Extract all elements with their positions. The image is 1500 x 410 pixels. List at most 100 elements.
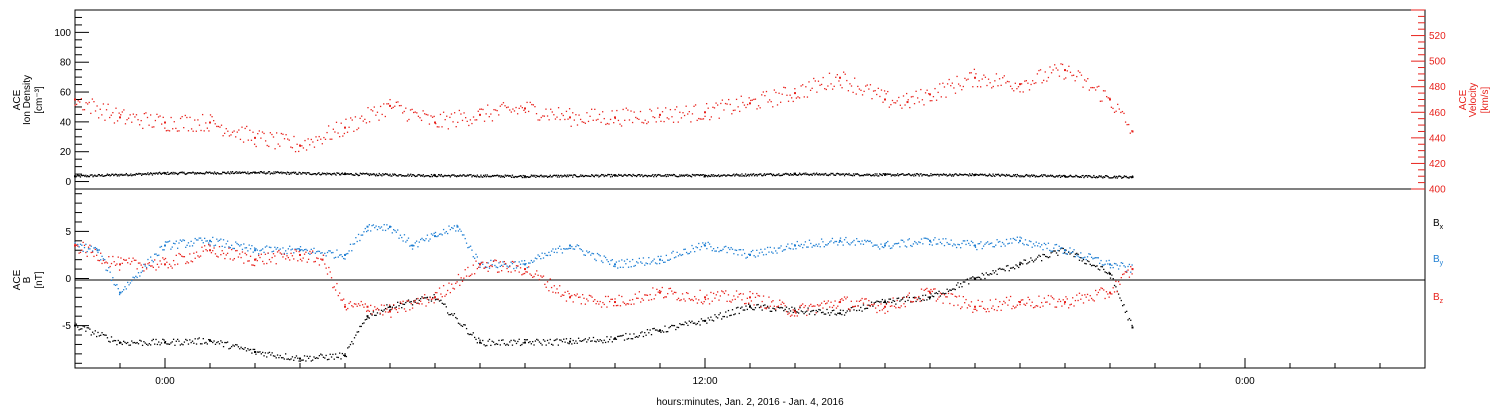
by-sample [231, 244, 233, 246]
bx-sample [453, 313, 456, 315]
bz-sample [312, 250, 314, 252]
velocity-sample [109, 116, 111, 119]
bz-sample [197, 255, 199, 257]
bx-sample [361, 322, 364, 325]
bx-sample [999, 267, 1001, 270]
velocity-sample [726, 103, 728, 105]
bx-sample [619, 335, 622, 337]
bz-sample [1092, 299, 1094, 301]
bz-sample [181, 255, 183, 257]
bz-sample [486, 262, 488, 264]
density-sample [510, 176, 513, 179]
by-sample [287, 248, 289, 250]
bx-sample [267, 352, 269, 354]
density-sample [1095, 177, 1097, 179]
bz-sample [183, 256, 186, 258]
density-sample [419, 174, 421, 176]
bx-sample [343, 354, 345, 356]
bz-sample [448, 282, 450, 284]
velocity-sample [863, 90, 865, 93]
by-sample [668, 259, 670, 261]
density-sample [379, 174, 381, 176]
velocity-sample [603, 117, 605, 120]
density-sample [578, 175, 580, 178]
bz-sample [98, 259, 100, 262]
density-sample [699, 174, 702, 176]
bz-sample [1059, 300, 1062, 303]
density-sample [736, 174, 739, 176]
by-sample [584, 254, 586, 256]
bx-sample [879, 301, 881, 303]
bz-sample [657, 291, 659, 293]
bx-sample [949, 289, 951, 291]
velocity-sample [614, 117, 616, 120]
by-sample [1073, 249, 1075, 251]
density-sample [982, 174, 984, 176]
by-sample [830, 240, 832, 242]
bz-sample [262, 260, 264, 263]
bz-sample [563, 294, 565, 296]
density-sample [718, 175, 721, 178]
by-sample [1089, 253, 1091, 255]
density-sample [699, 174, 701, 177]
bx-sample [919, 298, 921, 300]
bz-sample [950, 293, 952, 295]
bx-sample [718, 314, 720, 316]
by-sample [487, 262, 489, 264]
bz-sample [951, 293, 954, 295]
bz-sample [876, 311, 878, 314]
density-sample [990, 175, 992, 177]
bx-sample [290, 358, 292, 360]
bz-sample [1078, 292, 1081, 294]
velocity-sample [1131, 130, 1133, 132]
density-sample [615, 174, 617, 176]
bz-sample [1015, 306, 1017, 308]
by-sample [302, 250, 304, 252]
velocity-sample [239, 138, 242, 141]
velocity-sample [924, 92, 927, 94]
density-sample [1056, 175, 1058, 177]
bz-sample [513, 261, 515, 263]
bx-sample [1055, 252, 1058, 254]
by-sample [1000, 245, 1002, 248]
bz-sample [860, 299, 862, 301]
bx-sample [89, 328, 91, 330]
bz-sample [960, 307, 962, 310]
bz-sample [745, 302, 747, 305]
density-sample [135, 172, 137, 175]
bx-sample [950, 289, 952, 292]
bz-sample [1034, 306, 1036, 308]
by-sample [557, 247, 559, 249]
bx-sample [398, 305, 400, 307]
bz-sample [753, 304, 755, 306]
bz-sample [186, 261, 188, 263]
density-sample [573, 174, 575, 176]
density-sample [727, 174, 730, 176]
bz-sample [974, 308, 977, 310]
density-sample [974, 174, 976, 176]
bx-sample [313, 356, 315, 358]
density-sample [283, 172, 285, 174]
bx-sample [299, 360, 302, 362]
by-sample [938, 238, 940, 241]
density-sample [240, 172, 243, 174]
velocity-sample [356, 128, 358, 131]
density-sample [840, 173, 842, 175]
density-sample [652, 173, 654, 176]
bz-sample [926, 287, 928, 290]
bz-sample [179, 253, 181, 256]
bx-sample [1041, 260, 1043, 262]
density-sample [532, 174, 534, 177]
density-sample [969, 173, 971, 175]
bx-sample [810, 310, 812, 313]
density-sample [1059, 174, 1061, 177]
bz-sample [854, 305, 856, 307]
bx-sample [518, 338, 520, 340]
density-sample [433, 173, 435, 176]
by-sample [637, 262, 639, 264]
density-sample [163, 171, 165, 174]
bz-sample [1081, 294, 1083, 296]
velocity-sample [598, 113, 601, 116]
density-sample [635, 174, 637, 177]
velocity-sample [310, 138, 312, 141]
